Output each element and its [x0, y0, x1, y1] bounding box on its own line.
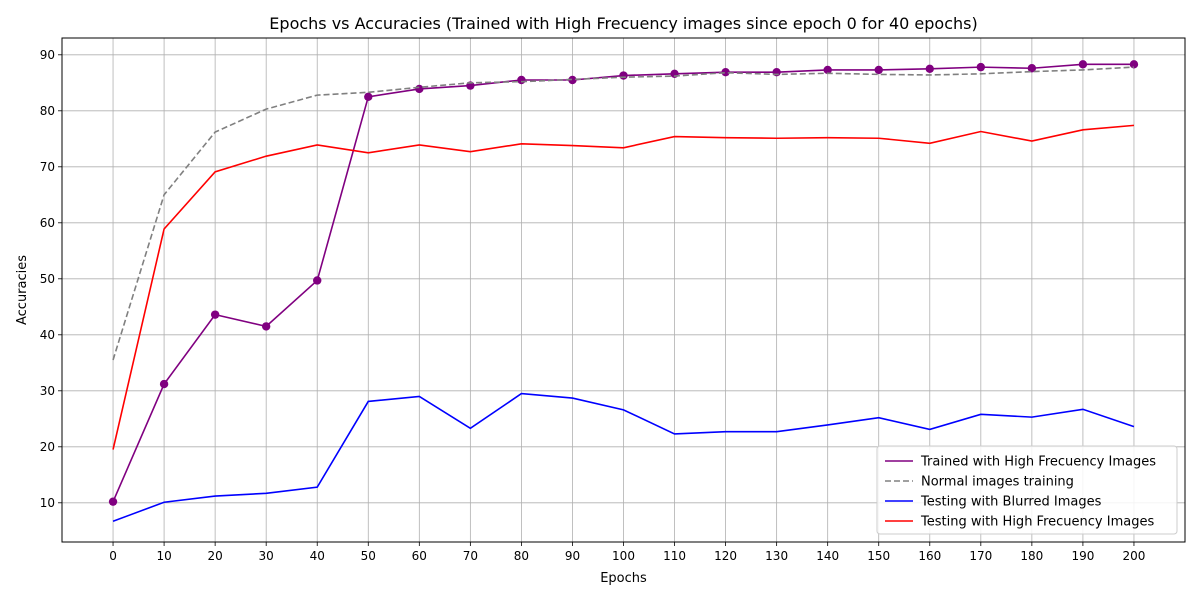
x-axis-label: Epochs — [600, 571, 647, 586]
y-tick-label: 90 — [40, 48, 55, 62]
x-tick-label: 140 — [816, 549, 839, 563]
y-axis-label: Accuracies — [15, 255, 30, 325]
x-tick-label: 90 — [565, 549, 580, 563]
series-line — [112, 392, 1135, 523]
data-point — [721, 67, 730, 77]
x-tick-label: 50 — [361, 549, 376, 563]
data-point — [976, 62, 986, 72]
data-point — [313, 276, 322, 285]
y-tick-label: 50 — [40, 272, 55, 286]
x-tick-label: 0 — [109, 549, 117, 563]
data-point — [517, 75, 526, 85]
legend-label: Testing with Blurred Images — [920, 495, 1102, 510]
data-point — [619, 71, 628, 80]
legend: Trained with High Frecuency Images Normal… — [876, 445, 1178, 535]
x-tick-label: 110 — [663, 549, 686, 563]
series-line — [112, 124, 1135, 450]
data-point — [210, 310, 220, 319]
series-layer — [108, 60, 1139, 523]
x-tick-label: 60 — [412, 549, 427, 563]
x-tick-label: 170 — [969, 549, 992, 563]
y-tick-label: 60 — [40, 216, 55, 230]
series-line — [112, 66, 1134, 361]
series-4 — [112, 124, 1135, 450]
x-tick-label: 80 — [514, 549, 529, 563]
data-point — [1129, 60, 1139, 69]
data-point — [261, 322, 271, 331]
legend-item: Trained with High Frecuency Images — [885, 455, 1156, 470]
chart-title: Epochs vs Accuracies (Trained with High … — [269, 14, 977, 33]
x-tick-label: 20 — [207, 549, 222, 563]
series-3 — [112, 392, 1135, 523]
x-tick-label: 180 — [1020, 549, 1043, 563]
data-point — [1078, 60, 1088, 69]
x-tick-label: 120 — [714, 549, 737, 563]
y-tick-label: 70 — [40, 160, 55, 174]
data-point — [415, 84, 424, 94]
legend-item: Testing with High Frecuency Images — [885, 515, 1154, 530]
data-point — [568, 75, 577, 85]
y-tick-label: 80 — [40, 104, 55, 118]
legend-label: Trained with High Frecuency Images — [920, 455, 1156, 470]
x-tick-label: 30 — [259, 549, 274, 563]
y-tick-label: 10 — [40, 496, 55, 510]
data-point — [108, 497, 118, 506]
x-tick-label: 150 — [867, 549, 890, 563]
x-tick-label: 100 — [612, 549, 635, 563]
y-tick-label: 40 — [40, 328, 55, 342]
x-axis: 0 10 20 30 40 50 60 70 80 90 100 110 120 130 140 150 160… — [109, 542, 1145, 563]
legend-label: Normal images training — [921, 475, 1074, 490]
x-tick-label: 10 — [156, 549, 171, 563]
y-tick-label: 30 — [40, 384, 55, 398]
series-2 — [112, 66, 1134, 361]
data-point — [925, 64, 934, 74]
legend-item: Normal images training — [885, 475, 1074, 490]
data-point — [823, 65, 832, 75]
x-tick-label: 70 — [463, 549, 478, 563]
y-tick-label: 20 — [40, 440, 55, 454]
data-point — [364, 92, 373, 102]
data-point — [1027, 64, 1037, 73]
legend-item: Testing with Blurred Images — [885, 495, 1102, 510]
x-tick-label: 190 — [1071, 549, 1094, 563]
x-tick-label: 200 — [1123, 549, 1146, 563]
data-point — [874, 65, 883, 75]
x-tick-label: 160 — [918, 549, 941, 563]
x-tick-label: 40 — [310, 549, 325, 563]
y-axis: 10 20 30 40 50 60 70 80 90 — [40, 48, 62, 510]
x-tick-label: 130 — [765, 549, 788, 563]
data-point — [159, 379, 169, 389]
legend-label: Testing with High Frecuency Images — [920, 515, 1154, 530]
legend-box — [876, 445, 1178, 535]
